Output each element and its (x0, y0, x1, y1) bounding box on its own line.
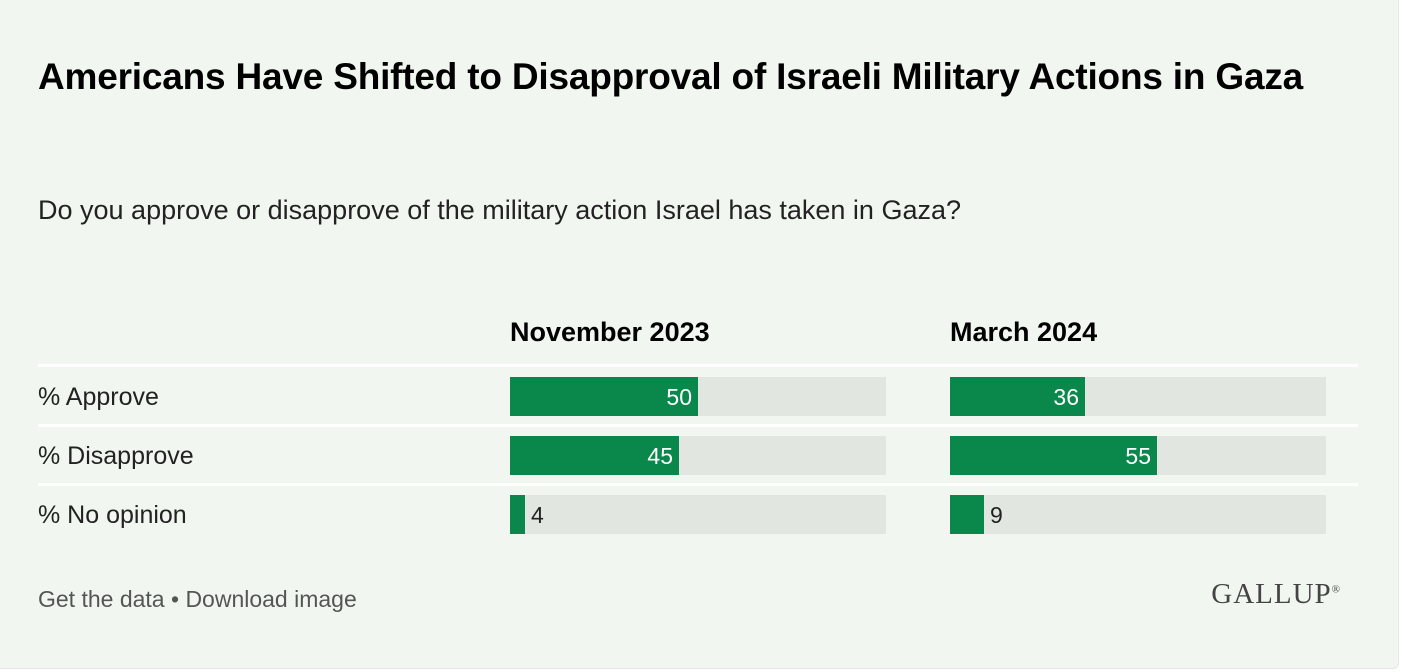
bar (510, 436, 679, 475)
bar (510, 495, 525, 534)
footer-links: Get the data • Download image (38, 584, 357, 614)
bar (950, 495, 984, 534)
get-data-link[interactable]: Get the data (38, 586, 165, 612)
chart-subtitle: Do you approve or disapprove of the mili… (38, 195, 961, 225)
footer-separator: • (164, 586, 186, 612)
bar-value-label: 50 (666, 384, 692, 410)
bar (950, 436, 1157, 475)
bar-value-label: 45 (647, 443, 673, 469)
row-label-2: % No opinion (38, 501, 187, 529)
row-separator-1 (38, 424, 1358, 427)
column-header-0: November 2023 (510, 317, 710, 347)
bar-track: 9 (950, 495, 1326, 534)
bar-track: 50 (510, 377, 886, 416)
bar (950, 377, 1085, 416)
bar-value-label: 4 (531, 502, 544, 528)
bar-track: 36 (950, 377, 1326, 416)
bar-track: 45 (510, 436, 886, 475)
row-label-1: % Disapprove (38, 442, 194, 470)
logo-registered-mark: ® (1331, 583, 1340, 596)
bar-track: 55 (950, 436, 1326, 475)
bar-value-label: 9 (990, 502, 1003, 528)
bar-track: 4 (510, 495, 886, 534)
chart-title: Americans Have Shifted to Disapproval of… (38, 56, 1304, 97)
bar (510, 377, 698, 416)
row-separator-0 (38, 364, 1358, 367)
download-image-link[interactable]: Download image (185, 586, 357, 612)
column-header-1: March 2024 (950, 317, 1098, 347)
bar-value-label: 36 (1053, 384, 1079, 410)
row-separator-2 (38, 483, 1358, 486)
logo-text: GALLUP (1211, 578, 1332, 610)
gallup-logo: GALLUP® (1211, 578, 1340, 611)
row-label-0: % Approve (38, 383, 159, 411)
bar-value-label: 55 (1125, 443, 1151, 469)
